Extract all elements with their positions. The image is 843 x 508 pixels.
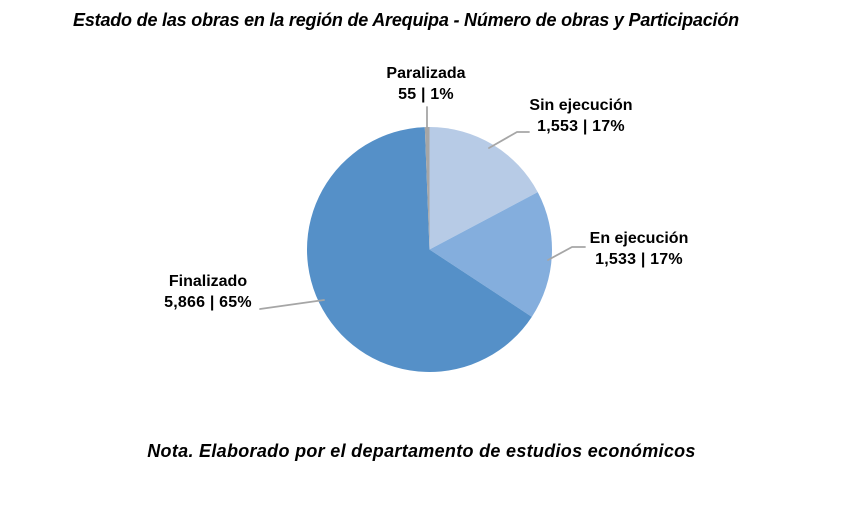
- leader-line-en-ejecucion: [547, 246, 586, 261]
- slice-label-name: Paralizada: [386, 65, 466, 82]
- pie-slice-finalizado: [307, 127, 532, 372]
- slice-label-en-ejecucion: En ejecución 1,533 | 17%: [554, 228, 724, 270]
- slice-label-value: 5,866 | 65%: [164, 294, 252, 311]
- slice-label-value: 1,553 | 17%: [537, 118, 625, 135]
- slice-label-value: 55 | 1%: [398, 86, 454, 103]
- pie-slice-en-ejecucion: [429, 192, 552, 317]
- source-note: Nota. Elaborado por el departamento de e…: [147, 441, 696, 461]
- slice-label-name: Sin ejecución: [529, 97, 633, 114]
- pie-slices-group: [307, 127, 552, 372]
- pie-slice-paralizada: [424, 127, 430, 250]
- slice-label-value: 1,533 | 17%: [595, 251, 683, 268]
- slice-label-finalizado: Finalizado 5,866 | 65%: [123, 271, 293, 313]
- slice-label-name: Finalizado: [168, 273, 248, 290]
- pie-slice-sin-ejecucion: [429, 127, 538, 250]
- slice-label-sin-ejecucion: Sin ejecución 1,553 | 17%: [496, 95, 666, 137]
- leader-line-finalizado: [259, 299, 325, 310]
- slice-label-name: En ejecución: [589, 230, 689, 247]
- chart-title: Estado de las obras en la región de Areq…: [73, 10, 739, 30]
- leader-line-sin-ejecucion: [488, 131, 530, 149]
- slice-label-paralizada: Paralizada 55 | 1%: [341, 63, 511, 105]
